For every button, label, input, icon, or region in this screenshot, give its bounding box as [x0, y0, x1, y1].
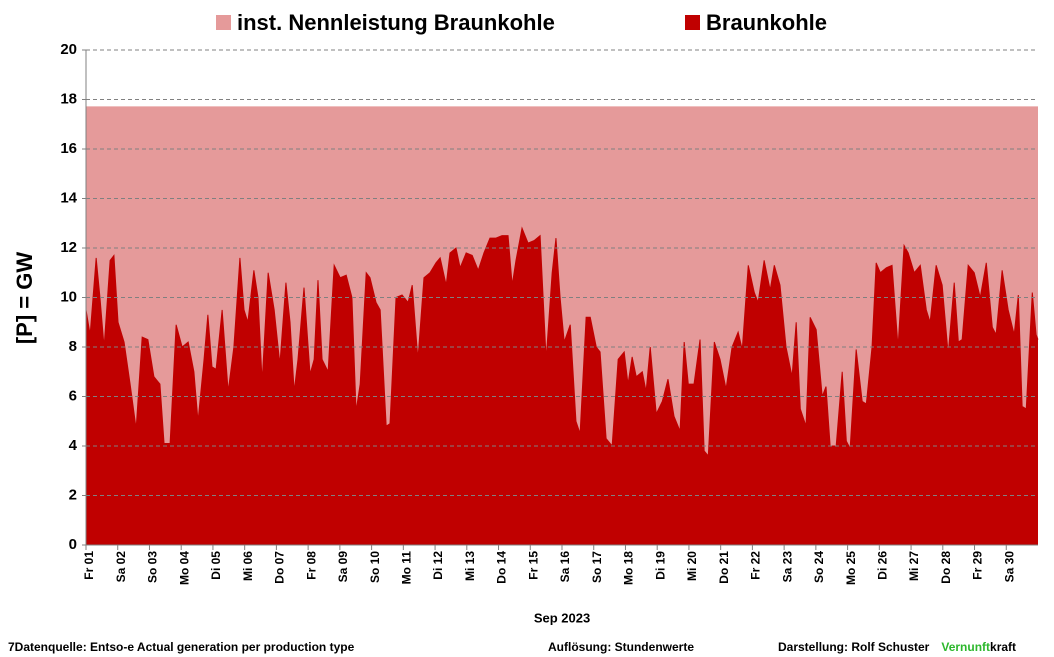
author: Darstellung: Rolf Schuster: [778, 640, 930, 654]
x-tick-label: So 17: [590, 551, 604, 583]
x-tick-label: Mo 18: [622, 551, 636, 585]
x-axis-label: Sep 2023: [534, 610, 590, 625]
brand-green: Vernunft: [941, 640, 990, 654]
footer-resolution: Auflösung: Stundenwerte: [548, 640, 694, 654]
x-tick-label: Mi 20: [685, 551, 699, 581]
x-tick-label: Di 05: [209, 551, 223, 580]
x-tick-label: Do 14: [495, 551, 509, 584]
x-tick-label: Mo 25: [844, 551, 858, 585]
x-tick-label: Mo 11: [400, 551, 414, 585]
x-tick-label: Fr 15: [526, 551, 540, 580]
legend-label: Braunkohle: [706, 10, 827, 35]
footer-author: Darstellung: Rolf Schuster Vernunftkraft: [778, 640, 1016, 654]
x-tick-label: Do 28: [939, 551, 953, 584]
x-tick-label: Fr 22: [749, 551, 763, 580]
x-tick-label: Do 07: [273, 551, 287, 584]
y-tick-label: 0: [69, 536, 77, 553]
x-tick-label: So 24: [812, 551, 826, 583]
y-axis-label: [P] = GW: [12, 252, 37, 345]
x-tick-label: Sa 16: [558, 551, 572, 583]
x-tick-label: So 10: [368, 551, 382, 583]
y-tick-label: 10: [60, 288, 77, 305]
legend-swatch: [216, 15, 231, 30]
x-tick-label: Do 21: [717, 551, 731, 584]
x-tick-label: Sa 23: [780, 551, 794, 583]
x-tick-label: Sa 02: [114, 551, 128, 583]
legend-label: inst. Nennleistung Braunkohle: [237, 10, 555, 35]
brand-rest: kraft: [990, 640, 1016, 654]
legend-swatch: [685, 15, 700, 30]
x-tick-label: Mo 04: [177, 551, 191, 585]
y-tick-label: 8: [69, 338, 77, 355]
x-tick-label: Mi 06: [241, 551, 255, 581]
x-tick-label: Fr 29: [971, 551, 985, 580]
y-tick-label: 20: [60, 41, 77, 58]
y-tick-label: 4: [69, 437, 78, 454]
y-tick-label: 12: [60, 239, 77, 256]
footer-source: 7Datenquelle: Entso-e Actual generation …: [8, 640, 355, 654]
area-line: [85, 226, 1039, 458]
y-tick-label: 14: [60, 189, 77, 206]
x-tick-label: Fr 08: [304, 551, 318, 580]
x-tick-label: So 03: [146, 551, 160, 583]
x-tick-label: Mi 13: [463, 551, 477, 581]
x-tick-label: Di 12: [431, 551, 445, 580]
y-tick-label: 18: [60, 90, 77, 107]
x-tick-label: Fr 01: [82, 551, 96, 580]
x-tick-label: Di 19: [653, 551, 667, 580]
y-tick-label: 16: [60, 140, 77, 157]
y-tick-label: 6: [69, 387, 77, 404]
y-tick-label: 2: [69, 486, 77, 503]
x-tick-label: Mi 27: [907, 551, 921, 581]
area-fill: [86, 228, 1038, 545]
x-tick-label: Sa 30: [1002, 551, 1016, 583]
x-tick-label: Di 26: [876, 551, 890, 580]
x-tick-label: Sa 09: [336, 551, 350, 583]
